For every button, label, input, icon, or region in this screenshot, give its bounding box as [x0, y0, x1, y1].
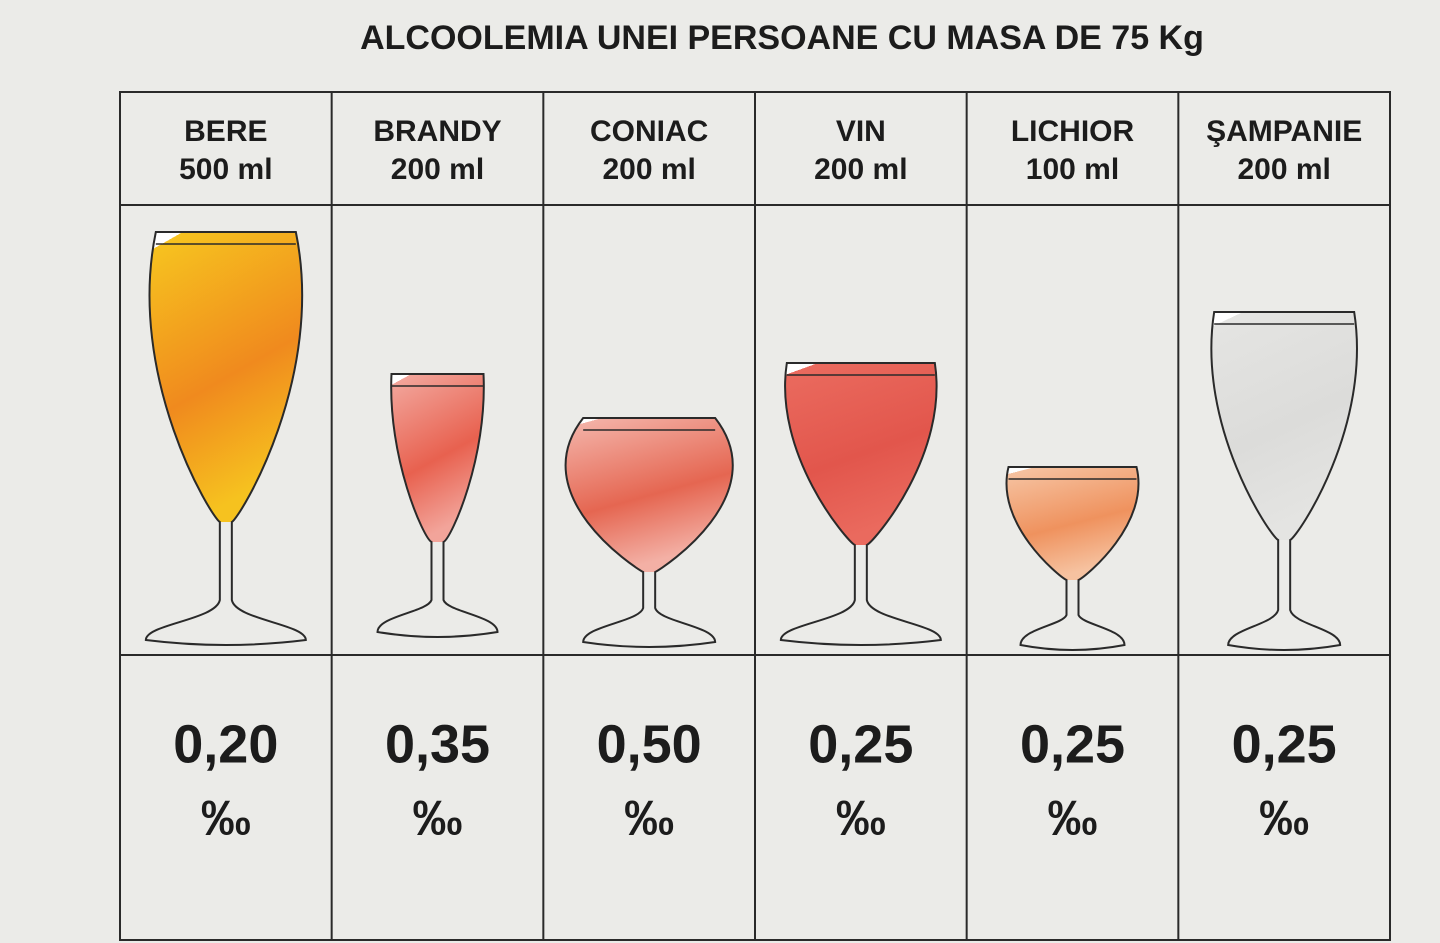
glass-outline: [564, 417, 734, 648]
glass-outline: [144, 231, 307, 646]
glass-liquid: [1211, 312, 1357, 540]
alcohol-value: 0,25: [808, 714, 913, 774]
alcohol-value: 0,35: [385, 714, 490, 774]
drink-name: BRANDY: [373, 115, 501, 148]
alcohol-unit: ‰: [201, 790, 251, 846]
alcohol-unit: ‰: [624, 790, 674, 846]
drink-volume: 200 ml: [814, 153, 907, 186]
alcohol-unit: ‰: [1259, 790, 1309, 846]
glass-liquid: [391, 374, 484, 542]
alcohol-unit: ‰: [413, 790, 463, 846]
glass-outline: [779, 362, 942, 646]
glass-outline: [1210, 311, 1358, 651]
alcohol-value: 0,25: [1020, 714, 1125, 774]
drink-name: VIN: [836, 115, 886, 148]
alcohol-unit: ‰: [1048, 790, 1098, 846]
alcohol-value: 0,50: [597, 714, 702, 774]
alcohol-unit: ‰: [836, 790, 886, 846]
alcohol-value: 0,20: [173, 714, 278, 774]
drink-name: CONIAC: [590, 115, 708, 148]
drink-volume: 200 ml: [391, 153, 484, 186]
drink-volume: 200 ml: [602, 153, 695, 186]
drink-name: LICHIOR: [1011, 115, 1135, 148]
alcohol-value: 0,25: [1232, 714, 1337, 774]
glass-liquid: [565, 418, 733, 572]
glass-liquid: [149, 232, 303, 522]
drink-volume: 200 ml: [1237, 153, 1330, 186]
glass-liquid: [785, 363, 937, 545]
drink-name: BERE: [184, 115, 267, 148]
glass-outline: [1005, 466, 1140, 651]
drink-name: ŞAMPANIE: [1206, 115, 1362, 148]
drink-volume: 500 ml: [179, 153, 272, 186]
glass-liquid: [1006, 467, 1139, 580]
title: ALCOOLEMIA UNEI PERSOANE CU MASA DE 75 K…: [360, 19, 1204, 57]
drink-volume: 100 ml: [1026, 153, 1119, 186]
glass-outline: [376, 373, 499, 638]
